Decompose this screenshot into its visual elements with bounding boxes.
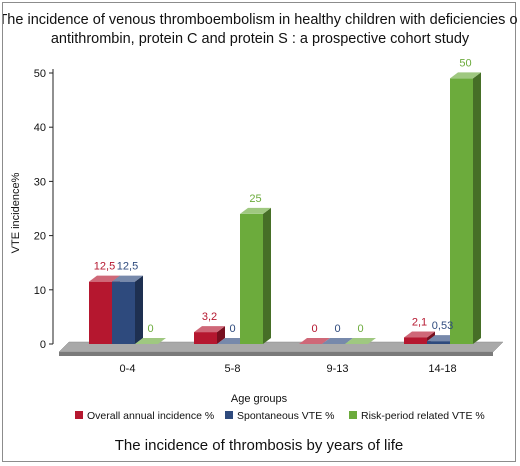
- legend-item-risk-period-related-vte: Risk-period related VTE %: [349, 410, 485, 422]
- data-label-risk-period-related-vte-9-13: 0: [357, 323, 363, 335]
- bar-top: [240, 207, 271, 214]
- bar-risk-period-related-vte-0-4: [135, 338, 166, 344]
- bar-top: [450, 72, 481, 79]
- data-label-spontaneous-vte-0-4: 12,5: [117, 261, 138, 273]
- legend-label: Spontaneous VTE %: [237, 410, 334, 422]
- bar-front: [240, 213, 263, 344]
- bar-risk-period-related-vte-14-18: [450, 72, 481, 345]
- x-axis-ticks: 0-4 5-8 9-13 14-18: [120, 363, 457, 375]
- y-tick-label: 20: [34, 231, 46, 243]
- data-label-spontaneous-vte-14-18: 0,53: [432, 320, 453, 332]
- bar-spontaneous-vte-0-4: [112, 275, 143, 344]
- y-tick-label: 10: [34, 285, 46, 297]
- bar-top: [135, 338, 166, 344]
- chart-caption: The incidence of thrombosis by years of …: [115, 437, 403, 454]
- data-label-spontaneous-vte-5-8: 0: [229, 323, 235, 335]
- chart-title-line-2: antithrombin, protein C and protein S : …: [51, 31, 470, 47]
- bar-overall-annual-incidence-5-8: [194, 326, 225, 344]
- chart-title-line-1: The incidence of venous thromboembolism …: [3, 12, 517, 28]
- bar-top: [89, 275, 120, 282]
- data-label-overall-annual-incidence-0-4: 12,5: [94, 261, 115, 273]
- chart-floor: [58, 341, 504, 356]
- chart: The incidence of venous thromboembolism …: [3, 12, 517, 454]
- data-label-overall-annual-incidence-5-8: 3,2: [202, 311, 217, 323]
- y-tick-label: 50: [34, 68, 46, 80]
- bar-spontaneous-vte-9-13: [322, 338, 353, 344]
- bars: [89, 72, 481, 345]
- bar-top: [299, 338, 330, 344]
- data-label-overall-annual-incidence-9-13: 0: [311, 323, 317, 335]
- bar-side: [263, 207, 271, 344]
- x-tick-label: 0-4: [120, 363, 136, 375]
- data-label-spontaneous-vte-9-13: 0: [334, 323, 340, 335]
- y-tick-label: 40: [34, 122, 46, 134]
- data-label-risk-period-related-vte-5-8: 25: [249, 193, 261, 205]
- legend-item-overall-annual-incidence: Overall annual incidence %: [75, 410, 214, 422]
- bar-front: [112, 281, 135, 344]
- bar-top: [404, 331, 435, 338]
- legend-swatch: [75, 411, 83, 419]
- legend-label: Overall annual incidence %: [87, 410, 214, 422]
- bar-side: [135, 275, 143, 344]
- bar-overall-annual-incidence-9-13: [299, 338, 330, 344]
- data-label-risk-period-related-vte-0-4: 0: [147, 323, 153, 335]
- y-axis-label: VTE incidence%: [10, 172, 22, 253]
- bar-top: [345, 338, 376, 344]
- bar-side: [473, 72, 481, 345]
- x-tick-label: 5-8: [225, 363, 241, 375]
- y-axis: 0 10 20 30 40 50: [34, 68, 54, 351]
- bar-risk-period-related-vte-5-8: [240, 207, 271, 344]
- x-tick-label: 14-18: [428, 363, 456, 375]
- y-tick-label: 30: [34, 176, 46, 188]
- legend-swatch: [225, 411, 233, 419]
- bar-risk-period-related-vte-9-13: [345, 338, 376, 344]
- bar-top: [322, 338, 353, 344]
- x-tick-label: 9-13: [326, 363, 348, 375]
- bar-front: [89, 281, 112, 344]
- x-axis-label: Age groups: [231, 393, 288, 405]
- bar-top: [112, 275, 143, 282]
- bar-side: [217, 326, 225, 344]
- bar-front: [427, 341, 450, 344]
- legend: Overall annual incidence % Spontaneous VT…: [75, 410, 485, 422]
- floor-front: [59, 352, 493, 356]
- bar-front: [404, 337, 427, 344]
- legend-label: Risk-period related VTE %: [361, 410, 485, 422]
- chart-frame: The incidence of venous thromboembolism …: [2, 2, 517, 462]
- bar-top: [194, 326, 225, 333]
- data-labels: 12,5 3,2 0 2,1 12,5 0 0 0,53 0 25 0 50: [94, 57, 472, 335]
- bar-front: [194, 332, 217, 344]
- legend-swatch: [349, 411, 357, 419]
- data-label-risk-period-related-vte-14-18: 50: [459, 57, 471, 69]
- legend-item-spontaneous-vte: Spontaneous VTE %: [225, 410, 334, 422]
- bar-front: [450, 78, 473, 345]
- y-tick-label: 0: [40, 339, 46, 351]
- data-label-overall-annual-incidence-14-18: 2,1: [412, 316, 427, 328]
